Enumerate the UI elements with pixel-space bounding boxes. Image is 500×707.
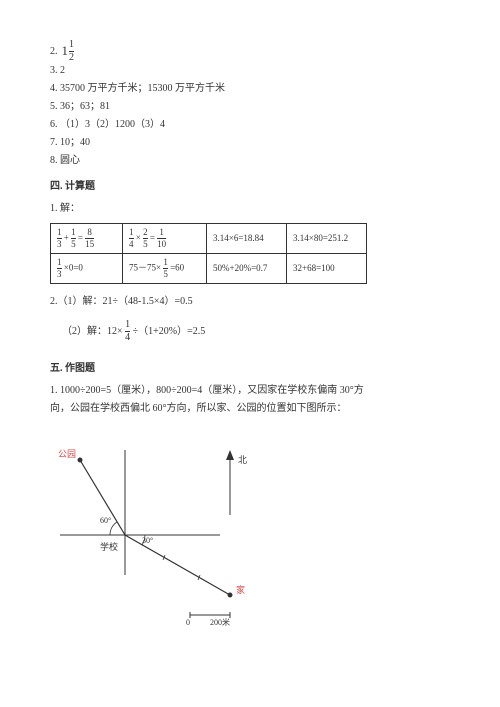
mixed-fraction: 1 1 2	[62, 40, 75, 63]
answer-2: 2. 1 1 2	[50, 40, 450, 63]
cell-r2c4: 32+68=100	[287, 254, 367, 284]
diagram-svg	[50, 425, 310, 625]
answer-6: 6. （1）3（2）1200（3）4	[50, 117, 450, 133]
calc2-line2: （2）解：12× 14 ÷（1+20%）=2.5	[62, 320, 450, 343]
cell-r2c1: 13 ×0=0	[51, 254, 123, 284]
cell-r1c4: 3.14×80=251.2	[287, 224, 367, 254]
label-home: 家	[236, 583, 245, 597]
label-north: 北	[238, 453, 247, 467]
draw-line2: 向，公园在学校西偏北 60°方向，所以家、公园的位置如下图所示：	[50, 401, 450, 417]
section4-sub1: 1. 解：	[50, 201, 450, 217]
answer-3: 3. 2	[50, 63, 450, 79]
section5-title: 五. 作图题	[50, 361, 450, 377]
label-30: 30°	[142, 535, 153, 548]
direction-diagram: 公园 学校 家 北 60° 30° 0 200米	[50, 425, 310, 625]
cell-r2c2: 75－75× 15 =60	[123, 254, 207, 284]
cell-r2c3: 50%+20%=0.7	[207, 254, 287, 284]
label-park: 公园	[58, 447, 76, 461]
label-scale200: 200米	[210, 617, 230, 630]
index-2: 2.	[50, 44, 58, 60]
label-60: 60°	[100, 515, 111, 528]
label-school: 学校	[100, 540, 118, 554]
section4-title: 四. 计算题	[50, 179, 450, 195]
answer-7: 7. 10；40	[50, 135, 450, 151]
draw-line1: 1. 1000÷200=5（厘米），800÷200=4（厘米），又因家在学校东偏…	[50, 383, 450, 399]
label-scale0: 0	[186, 617, 190, 630]
cell-r1c3: 3.14×6=18.84	[207, 224, 287, 254]
cell-r1c2: 14 × 25 = 110	[123, 224, 207, 254]
cell-r1c1: 13 + 15 = 815	[51, 224, 123, 254]
answer-4: 4. 35700 万平方千米；15300 万平方千米	[50, 81, 450, 97]
calc-table: 13 + 15 = 815 14 × 25 = 110 3.14×6=18.84…	[50, 223, 367, 284]
answer-5: 5. 36；63；81	[50, 99, 450, 115]
calc2-line1: 2.（1）解：21÷（48-1.5×4）=0.5	[50, 294, 450, 310]
answer-8: 8. 圆心	[50, 153, 450, 169]
